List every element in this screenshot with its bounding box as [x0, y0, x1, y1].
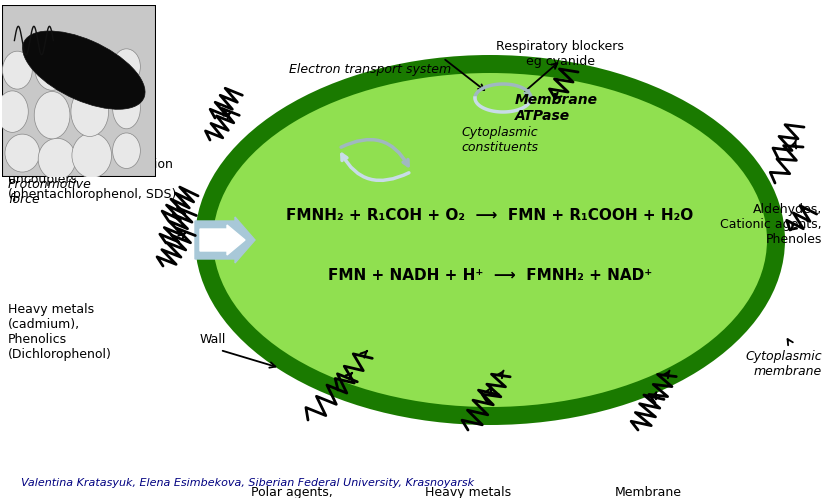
Text: Respiratory blockers
eg cyanide: Respiratory blockers eg cyanide	[496, 40, 624, 68]
Text: Cytoplasmic
constituents: Cytoplasmic constituents	[461, 126, 538, 154]
Text: Valentina Kratasyuk, Elena Esimbekova, Siberian Federal University, Krasnoyarsk: Valentina Kratasyuk, Elena Esimbekova, S…	[21, 478, 474, 488]
Ellipse shape	[195, 55, 785, 425]
FancyArrow shape	[195, 217, 255, 263]
Text: Membrane
ATPase: Membrane ATPase	[515, 93, 598, 123]
Text: Protonmotive
force: Protonmotive force	[8, 178, 92, 206]
Text: Polar agents,
solvents,
alcohols: Polar agents, solvents, alcohols	[251, 486, 333, 498]
Ellipse shape	[22, 31, 145, 109]
Ellipse shape	[112, 49, 140, 84]
Text: Wall: Wall	[200, 333, 226, 346]
Ellipse shape	[35, 45, 70, 90]
Text: Membrane
Inhibitors
Ag chlorine: Membrane Inhibitors Ag chlorine	[612, 486, 683, 498]
Text: Non-polar organics
(Toluene)
Oxidative phosphorylation
uncouplers
(phentachlorop: Non-polar organics (Toluene) Oxidative p…	[8, 128, 176, 201]
Ellipse shape	[2, 51, 32, 89]
Text: Heavy metals
(cadmium),
Phenolics
(Dichlorophenol): Heavy metals (cadmium), Phenolics (Dichl…	[8, 303, 112, 361]
Ellipse shape	[72, 133, 111, 178]
Ellipse shape	[38, 138, 76, 180]
Ellipse shape	[213, 73, 767, 407]
Ellipse shape	[71, 87, 109, 136]
Text: Cytoplasmic
membrane: Cytoplasmic membrane	[745, 350, 822, 378]
Ellipse shape	[112, 87, 140, 129]
Text: FMNH₂ + R₁COH + O₂  ⟶  FMN + R₁COOH + H₂O: FMNH₂ + R₁COH + O₂ ⟶ FMN + R₁COOH + H₂O	[287, 208, 694, 223]
FancyArrow shape	[200, 225, 245, 255]
Ellipse shape	[0, 91, 28, 132]
FancyBboxPatch shape	[2, 5, 156, 177]
Ellipse shape	[71, 43, 109, 86]
Text: Heavy metals: Heavy metals	[425, 486, 511, 498]
Text: Aldehydes,
Cationic agents,
Phenoles: Aldehydes, Cationic agents, Phenoles	[720, 203, 822, 246]
Text: Electron transport system: Electron transport system	[289, 63, 451, 76]
Ellipse shape	[34, 92, 70, 139]
Ellipse shape	[112, 133, 140, 168]
Text: FMN + NADH + H⁺  ⟶  FMNH₂ + NAD⁺: FMN + NADH + H⁺ ⟶ FMNH₂ + NAD⁺	[328, 267, 652, 282]
Ellipse shape	[5, 134, 40, 172]
